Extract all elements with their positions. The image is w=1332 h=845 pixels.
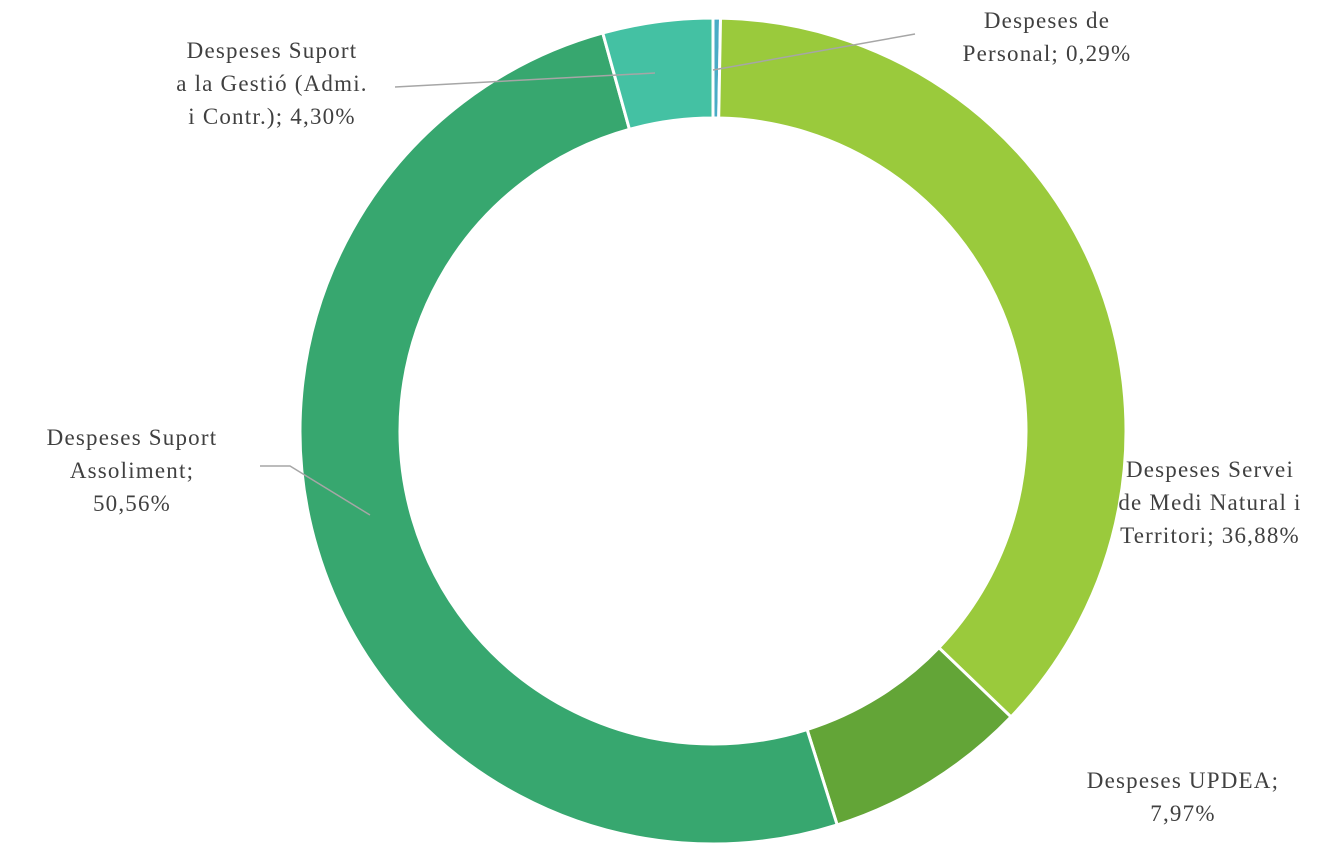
slice-despeses-suport-a-la-gestio-admi-i-contr xyxy=(601,16,715,131)
data-label-line: 50,56% xyxy=(93,491,171,516)
data-label-line: Despeses Suport xyxy=(47,425,218,450)
leader-line-despeses-suport-a-la-gestio-admi-i-contr xyxy=(394,72,656,88)
data-label-line: Assoliment; xyxy=(70,458,194,483)
data-label-line: Despeses Servei xyxy=(1126,457,1294,482)
data-label-despeses-de-personal: Despeses de Personal; 0,29% xyxy=(963,8,1132,66)
data-label-line: a la Gestió (Admi. xyxy=(176,71,368,96)
data-label-line: Personal; 0,29% xyxy=(963,41,1132,66)
data-label-line: Despeses de xyxy=(984,8,1110,33)
data-label-line: de Medi Natural i xyxy=(1118,490,1301,515)
slices-layer xyxy=(298,16,1128,845)
data-label-despeses-suport-a-la-gestio-admi-i-contr: Despeses Suport a la Gestió (Admi. i Contr… xyxy=(176,38,368,129)
data-label-line: i Contr.); 4,30% xyxy=(188,104,355,129)
leader-lines-layer xyxy=(260,33,916,516)
slice-despeses-suport-assoliment xyxy=(298,31,839,845)
leader-line-despeses-de-personal xyxy=(712,33,916,71)
data-label-line: Despeses Suport xyxy=(187,38,358,63)
slice-despeses-servei-de-medi-natural-i-territori xyxy=(717,16,1128,719)
data-label-line: Despeses UPDEA; xyxy=(1087,768,1279,793)
data-label-line: 7,97% xyxy=(1150,801,1215,826)
data-labels-layer: Despeses de Personal; 0,29% Despeses Serve… xyxy=(47,8,1301,826)
leader-line-despeses-suport-assoliment xyxy=(260,465,371,516)
data-label-despeses-updea: Despeses UPDEA; 7,97% xyxy=(1087,768,1279,826)
data-label-line: Territori; 36,88% xyxy=(1120,523,1300,548)
data-label-despeses-servei-de-medi-natural-i-territori: Despeses Servei de Medi Natural i Territor… xyxy=(1118,457,1301,548)
data-label-despeses-suport-assoliment: Despeses Suport Assoliment; 50,56% xyxy=(47,425,218,516)
